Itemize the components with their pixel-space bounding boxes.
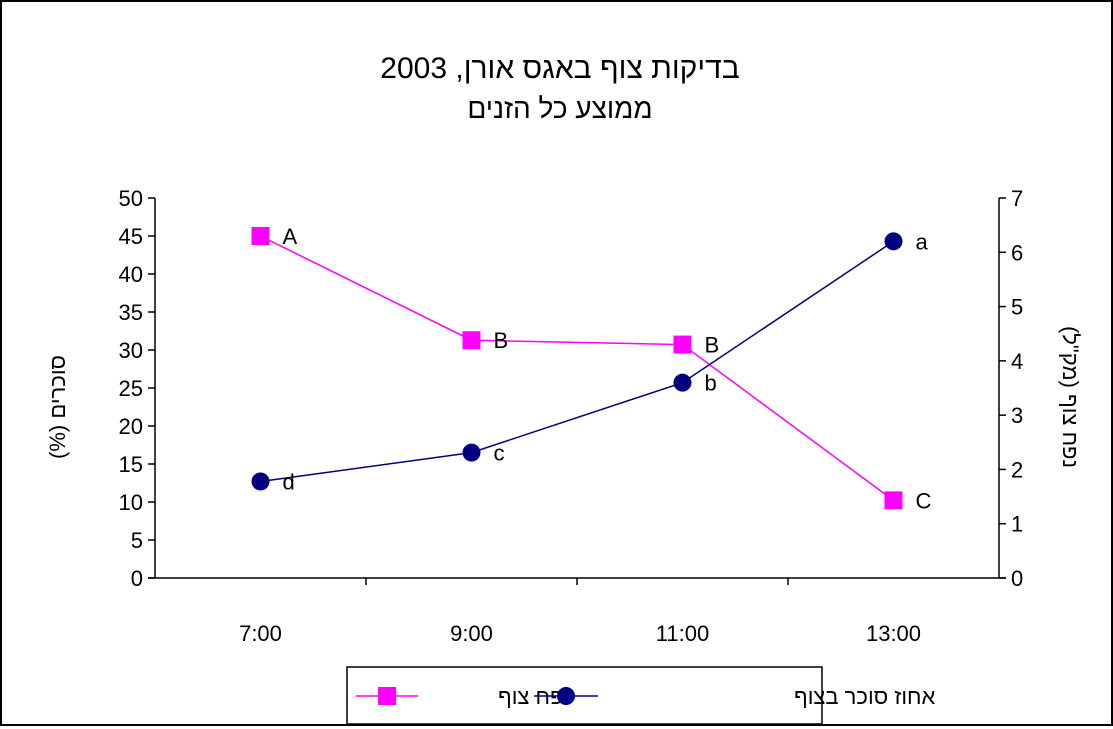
- x-tick-label: 11:00: [656, 621, 709, 646]
- data-point-square: [462, 331, 481, 350]
- data-point-square: [251, 227, 270, 245]
- data-label: d: [283, 469, 295, 494]
- legend-label-1: אחוז סוכר בצוף: [794, 684, 936, 709]
- data-point-circle: [251, 472, 270, 491]
- y-right-tick-label: 3: [1011, 403, 1023, 428]
- data-label: B: [494, 328, 509, 353]
- y-left-tick-label: 10: [119, 490, 143, 515]
- legend-marker-square: [378, 687, 396, 705]
- series-lines: [260, 235, 894, 501]
- y-right-tick-label: 6: [1011, 240, 1023, 265]
- x-tick-label: 7:00: [239, 621, 282, 646]
- chart-subtitle: ממוצע כל הזנים: [467, 93, 652, 124]
- data-label: A: [283, 224, 298, 249]
- data-label: c: [494, 441, 505, 466]
- x-tick-label: 9:00: [450, 621, 493, 646]
- data-labels: A B B Cd c b a: [283, 224, 932, 513]
- y-left-tick-label: 0: [131, 566, 143, 591]
- y-left-tick-label: 5: [131, 528, 143, 553]
- data-label: B: [705, 333, 720, 358]
- y-axis-right-label: נפח צוף (מק"ל): [1058, 326, 1083, 468]
- legend: נפח צוף אחוז סוכר בצוף: [346, 666, 936, 725]
- y-right-tick-label: 1: [1011, 512, 1023, 537]
- data-point-circle: [884, 232, 903, 251]
- series-markers: [251, 227, 903, 510]
- chart-title: בדיקות צוף באגס אורן, 2003: [380, 52, 739, 85]
- y-right-tick-label: 7: [1011, 186, 1023, 211]
- y-left-tick-label: 15: [119, 452, 143, 477]
- y-right-tick-label: 5: [1011, 295, 1023, 320]
- data-label: b: [705, 371, 717, 396]
- y-left-tick-label: 35: [119, 300, 143, 325]
- data-label: C: [916, 488, 932, 513]
- y-left-tick-label: 20: [119, 414, 143, 439]
- y-left-tick-label: 50: [119, 186, 143, 211]
- x-tick-label: 13:00: [866, 621, 921, 646]
- y-right-tick-label: 4: [1011, 349, 1023, 374]
- y-left-tick-label: 30: [119, 338, 143, 363]
- axes: [148, 197, 1006, 585]
- data-point-square: [673, 335, 692, 354]
- y-left-tick-label: 45: [119, 224, 143, 249]
- y-right-tick-label: 0: [1011, 566, 1023, 591]
- series-line-0: [260, 235, 894, 501]
- data-point-circle: [673, 373, 692, 392]
- data-point-circle: [462, 443, 481, 462]
- legend-marker-circle: [557, 687, 575, 705]
- data-point-square: [884, 491, 903, 510]
- y-left-tick-label: 25: [119, 376, 143, 401]
- y-right-tick-label: 2: [1011, 457, 1023, 482]
- y-axis-left-label: סוכרים (%): [45, 355, 70, 459]
- data-label: a: [916, 229, 929, 254]
- y-left-tick-label: 40: [119, 262, 143, 287]
- series-line-1: [260, 240, 894, 483]
